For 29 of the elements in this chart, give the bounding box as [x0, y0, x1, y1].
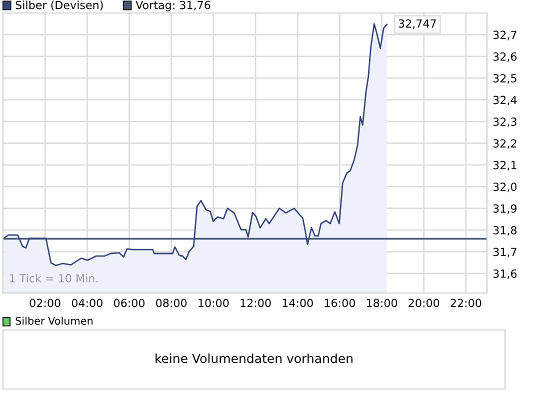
y-tick-label: 31,7: [493, 248, 516, 258]
y-tick-label: 32,7: [493, 30, 516, 40]
y-tick-label: 32,6: [493, 52, 517, 62]
y-tick-label: 31,9: [493, 204, 517, 214]
x-tick-label: 10:00: [198, 298, 229, 308]
y-tick-label: 31,6: [493, 269, 517, 279]
x-tick-label: 18:00: [366, 298, 398, 308]
annotation: 1 Tick = 10 Min.: [10, 274, 98, 282]
x-tick-label: 16:00: [324, 298, 355, 308]
x-tick-label: 22:00: [450, 298, 482, 308]
legend-label: Vortag: 31,76: [136, 0, 210, 12]
x-tick-label: 04:00: [72, 298, 102, 308]
y-tick-label: 32,3: [493, 118, 516, 128]
y-tick-label: 32,5: [493, 74, 516, 84]
y-tick-label: 31,8: [493, 226, 517, 236]
x-tick-label: 08:00: [156, 298, 187, 308]
x-tick-label: 02:00: [30, 298, 60, 308]
text: keine Volumendaten vorhanden: [156, 353, 352, 364]
y-tick-label: 32,2: [493, 139, 516, 149]
annotation: 32,747: [398, 19, 436, 29]
x-tick-label: 20:00: [408, 298, 440, 308]
x-tick-label: 12:00: [240, 298, 271, 308]
y-tick-label: 32,4: [493, 96, 517, 106]
legend-label: Silber (Devisen): [16, 0, 103, 11]
text: Silber Volumen: [16, 316, 93, 325]
x-tick-label: 06:00: [114, 298, 145, 308]
y-tick-label: 32,0: [493, 182, 517, 192]
y-tick-label: 32,1: [493, 160, 516, 170]
x-tick-label: 14:00: [282, 298, 313, 308]
